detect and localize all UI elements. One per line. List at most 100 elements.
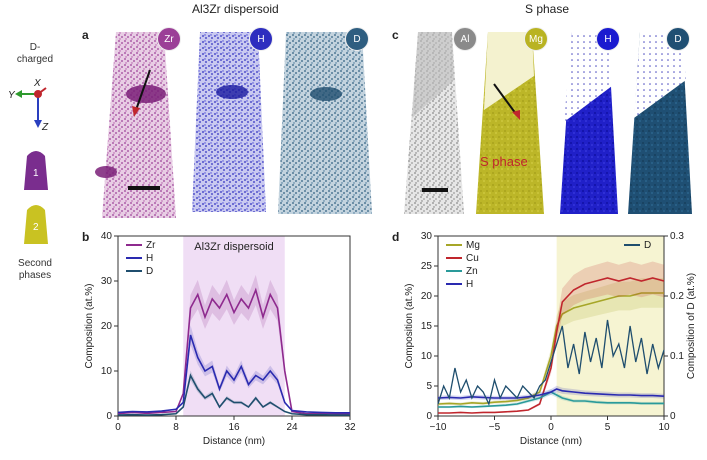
panel-d-xlabel: Distance (nm) (520, 436, 582, 447)
panel-d-line-d-secondary (437, 319, 665, 406)
panel-b-ytick-label: 30 (101, 276, 113, 287)
zr-arrow (135, 69, 151, 111)
panel-d-y2tick-label: 0.1 (670, 351, 684, 362)
axis-z-label: Z (41, 122, 49, 132)
panel-d-y2tick-label: 0 (670, 411, 676, 422)
panel-d-ytick-label: 25 (421, 261, 433, 272)
panel-label-c: c (392, 28, 399, 42)
panel-d-line-cu (438, 277, 665, 414)
panel-b-xtick-label: 0 (115, 422, 121, 433)
panel-d-ylabel: Composition (at.%) (404, 283, 415, 368)
panel-d-ytick-label: 15 (421, 321, 433, 332)
second-phase-shape-1: 1 (24, 151, 48, 190)
badge-zr: Zr (157, 27, 181, 51)
mg-upper-region (484, 32, 534, 110)
mg-arrow (493, 83, 517, 115)
title-s-phase: S phase (525, 2, 570, 16)
panel-d-xtick-label: 0 (548, 422, 554, 433)
panel-d-ytick-label: 30 (421, 231, 433, 242)
d-charged-label: D- charged (10, 42, 60, 66)
panel-d-legend-label-d: D (644, 240, 651, 251)
panel-d-ytick-label: 0 (426, 411, 432, 422)
panel-b-ytick-label: 40 (101, 231, 113, 242)
panel-b-ytick-label: 20 (101, 321, 113, 332)
second-phases-text: Second phases (18, 258, 52, 281)
panel-d-legend-label-cu: Cu (466, 253, 479, 264)
panel-d-line-h (437, 388, 665, 399)
panel-a-atom-maps (95, 32, 372, 218)
panel-b-legend-label-d: D (146, 266, 153, 277)
panel-b-xtick-label: 32 (344, 422, 356, 433)
d-charged-text: D- charged (16, 42, 54, 65)
zr-dispersoid-1 (126, 85, 166, 103)
panel-b-legend-label-h: H (146, 253, 153, 264)
panel-d-y2tick-label: 0.2 (670, 291, 684, 302)
panel-b-line-h (117, 334, 350, 414)
badge-mg: Mg (524, 27, 548, 51)
panel-b-xtick-label: 16 (228, 422, 240, 433)
zr-tip (102, 32, 176, 218)
panel-b-line-d (117, 373, 350, 416)
panel-d-band-h (438, 385, 664, 401)
panel-b-ytick-label: 10 (101, 366, 113, 377)
scale-bar-c (422, 188, 448, 192)
panel-d-legend-label-mg: Mg (466, 240, 480, 251)
h-tip (192, 32, 266, 212)
panel-b-region-label: Al3Zr dispersoid (194, 241, 273, 253)
h-dispersoid (216, 85, 248, 99)
panel-b-shaded-region (183, 236, 285, 416)
panel-d-xtick-label: −10 (430, 422, 447, 433)
d-upper-region (634, 32, 686, 118)
badge-d-a: D (345, 27, 369, 51)
panel-d-shaded-region (556, 236, 664, 416)
panel-d-ytick-label: 5 (426, 381, 432, 392)
panel-b-ytick-label: 0 (106, 411, 112, 422)
panel-c-atom-maps: S phase (404, 32, 692, 214)
panel-d-ytick-label: 20 (421, 291, 433, 302)
d-dispersoid (310, 87, 342, 101)
panel-label-a: a (82, 28, 89, 42)
h-upper-region (564, 32, 612, 122)
badge-d-c: D (666, 27, 690, 51)
mg-arrowhead (512, 110, 520, 120)
panel-d-xtick-label: 5 (605, 422, 611, 433)
axis-triad-icon: X Y Z (8, 78, 49, 132)
panel-d-y2label: Composition of D (at.%) (686, 273, 697, 379)
panel-d-xtick-label: −5 (489, 422, 501, 433)
d-tip (278, 32, 372, 214)
panel-d-band-cu (438, 261, 664, 414)
al-upper-region (412, 32, 454, 118)
scale-bar-a (128, 186, 160, 190)
shape-1-number: 1 (33, 168, 39, 179)
axis-y-label: Y (8, 90, 16, 101)
panel-d-line-zn (438, 391, 664, 408)
panel-b-xtick-label: 24 (286, 422, 298, 433)
panel-d-ytick-label: 10 (421, 351, 433, 362)
badge-h-c: H (596, 27, 620, 51)
shape-2-number: 2 (33, 222, 39, 233)
chart-b: Al3Zr dispersoid 0 8 16 24 32 0 10 20 30 40 Distanc… (84, 231, 356, 447)
panel-b-xlabel: Distance (nm) (203, 436, 265, 447)
panel-b-xtick-label: 8 (173, 422, 179, 433)
panel-d-line-mg (437, 292, 664, 405)
panel-d-legend-label-h: H (466, 279, 473, 290)
panel-b-line-zr (117, 287, 351, 415)
panel-b-band-zr (118, 274, 350, 415)
axis-x-label: X (33, 78, 41, 89)
panel-d-legend-label-zn: Zn (466, 266, 478, 277)
s-phase-annotation: S phase (480, 154, 528, 169)
panel-b-legend-label-zr: Zr (146, 240, 156, 251)
title-al3zr-dispersoid: Al3Zr dispersoid (192, 2, 279, 16)
second-phases-label: Second phases (6, 258, 64, 282)
panel-label-d: d (392, 230, 400, 244)
badge-al: Al (453, 27, 477, 51)
panel-d-band-mg (438, 278, 664, 406)
panel-label-b: b (82, 230, 90, 244)
panel-d-xtick-label: 10 (658, 422, 670, 433)
panel-d-y2tick-label: 0.3 (670, 231, 684, 242)
second-phase-shape-2: 2 (24, 205, 48, 244)
zr-arrowhead (132, 106, 140, 117)
zr-dispersoid-2 (95, 166, 117, 178)
badge-h-a: H (249, 27, 273, 51)
